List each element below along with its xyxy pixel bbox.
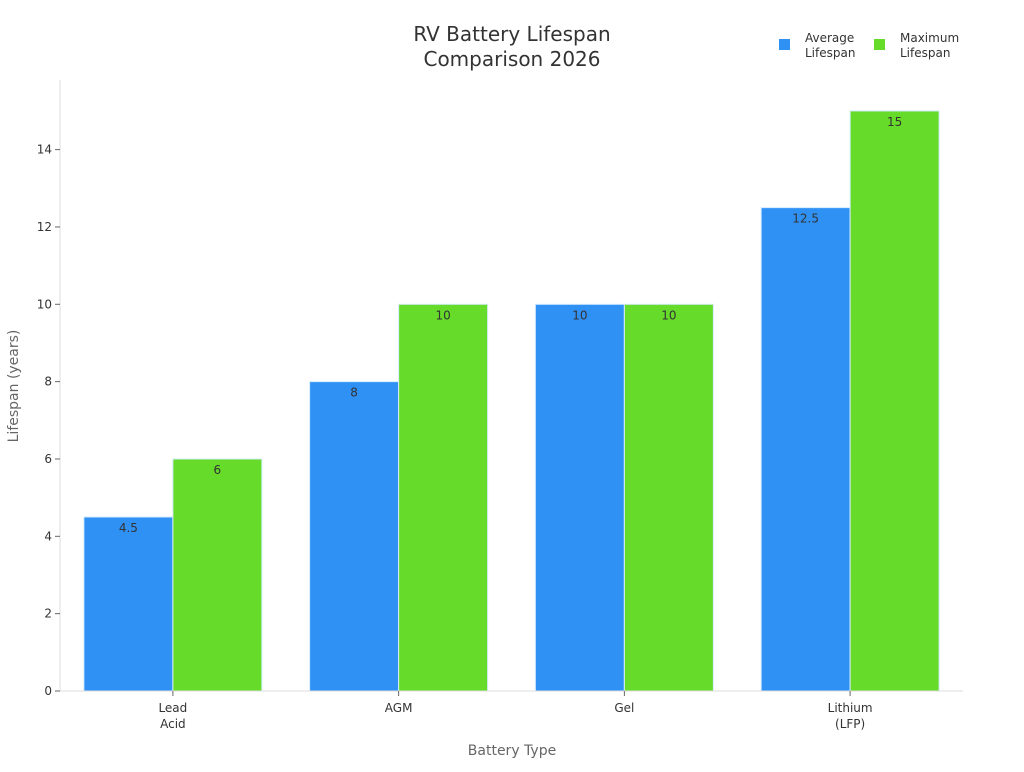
chart-title-line: RV Battery Lifespan	[413, 22, 610, 46]
y-tick-label: 10	[37, 297, 52, 311]
bar	[172, 458, 263, 692]
bar	[534, 303, 625, 692]
x-tick-label: AGM	[385, 701, 413, 715]
bars: 4.5 6 8 10 10 10 12.5 15	[83, 110, 940, 692]
data-label: 10	[572, 308, 587, 322]
bar	[398, 303, 489, 692]
data-label: 10	[435, 308, 450, 322]
legend-label: Maximum	[900, 31, 959, 45]
x-tick-label: Gel	[614, 701, 634, 715]
bar	[309, 381, 400, 692]
bar	[849, 110, 940, 692]
y-tick-label: 4	[44, 529, 52, 543]
legend-label: Average	[805, 31, 854, 45]
data-label: 4.5	[119, 521, 138, 535]
x-axis-label: Battery Type	[468, 743, 556, 759]
data-label: 12.5	[792, 212, 819, 226]
y-axis-label: Lifespan (years)	[6, 330, 22, 443]
legend-label: Lifespan	[900, 46, 950, 60]
data-label: 10	[661, 308, 676, 322]
y-tick-label: 0	[44, 684, 52, 698]
y-tick-label: 14	[37, 143, 52, 157]
y-tick-label: 2	[44, 607, 52, 621]
x-tick-label: Lead	[158, 701, 187, 715]
chart-title-line: Comparison 2026	[423, 47, 600, 71]
legend-swatch	[874, 39, 885, 50]
bar	[623, 303, 714, 692]
x-tick-label: Acid	[160, 717, 186, 731]
data-label: 15	[887, 115, 902, 129]
legend-swatch	[779, 39, 790, 50]
axes: 0 2 4 6 8 10 12 14 Lead Acid AGM Gel Lithium (LFP)	[37, 80, 963, 731]
y-tick-label: 8	[44, 375, 52, 389]
x-tick-label: (LFP)	[835, 717, 865, 731]
y-tick-label: 12	[37, 220, 52, 234]
x-tick-label: Lithium	[828, 701, 873, 715]
bar	[83, 516, 174, 692]
data-label: 8	[350, 386, 358, 400]
data-label: 6	[214, 463, 222, 477]
y-tick-label: 6	[44, 452, 52, 466]
bar	[760, 207, 851, 692]
legend-label: Lifespan	[805, 46, 855, 60]
